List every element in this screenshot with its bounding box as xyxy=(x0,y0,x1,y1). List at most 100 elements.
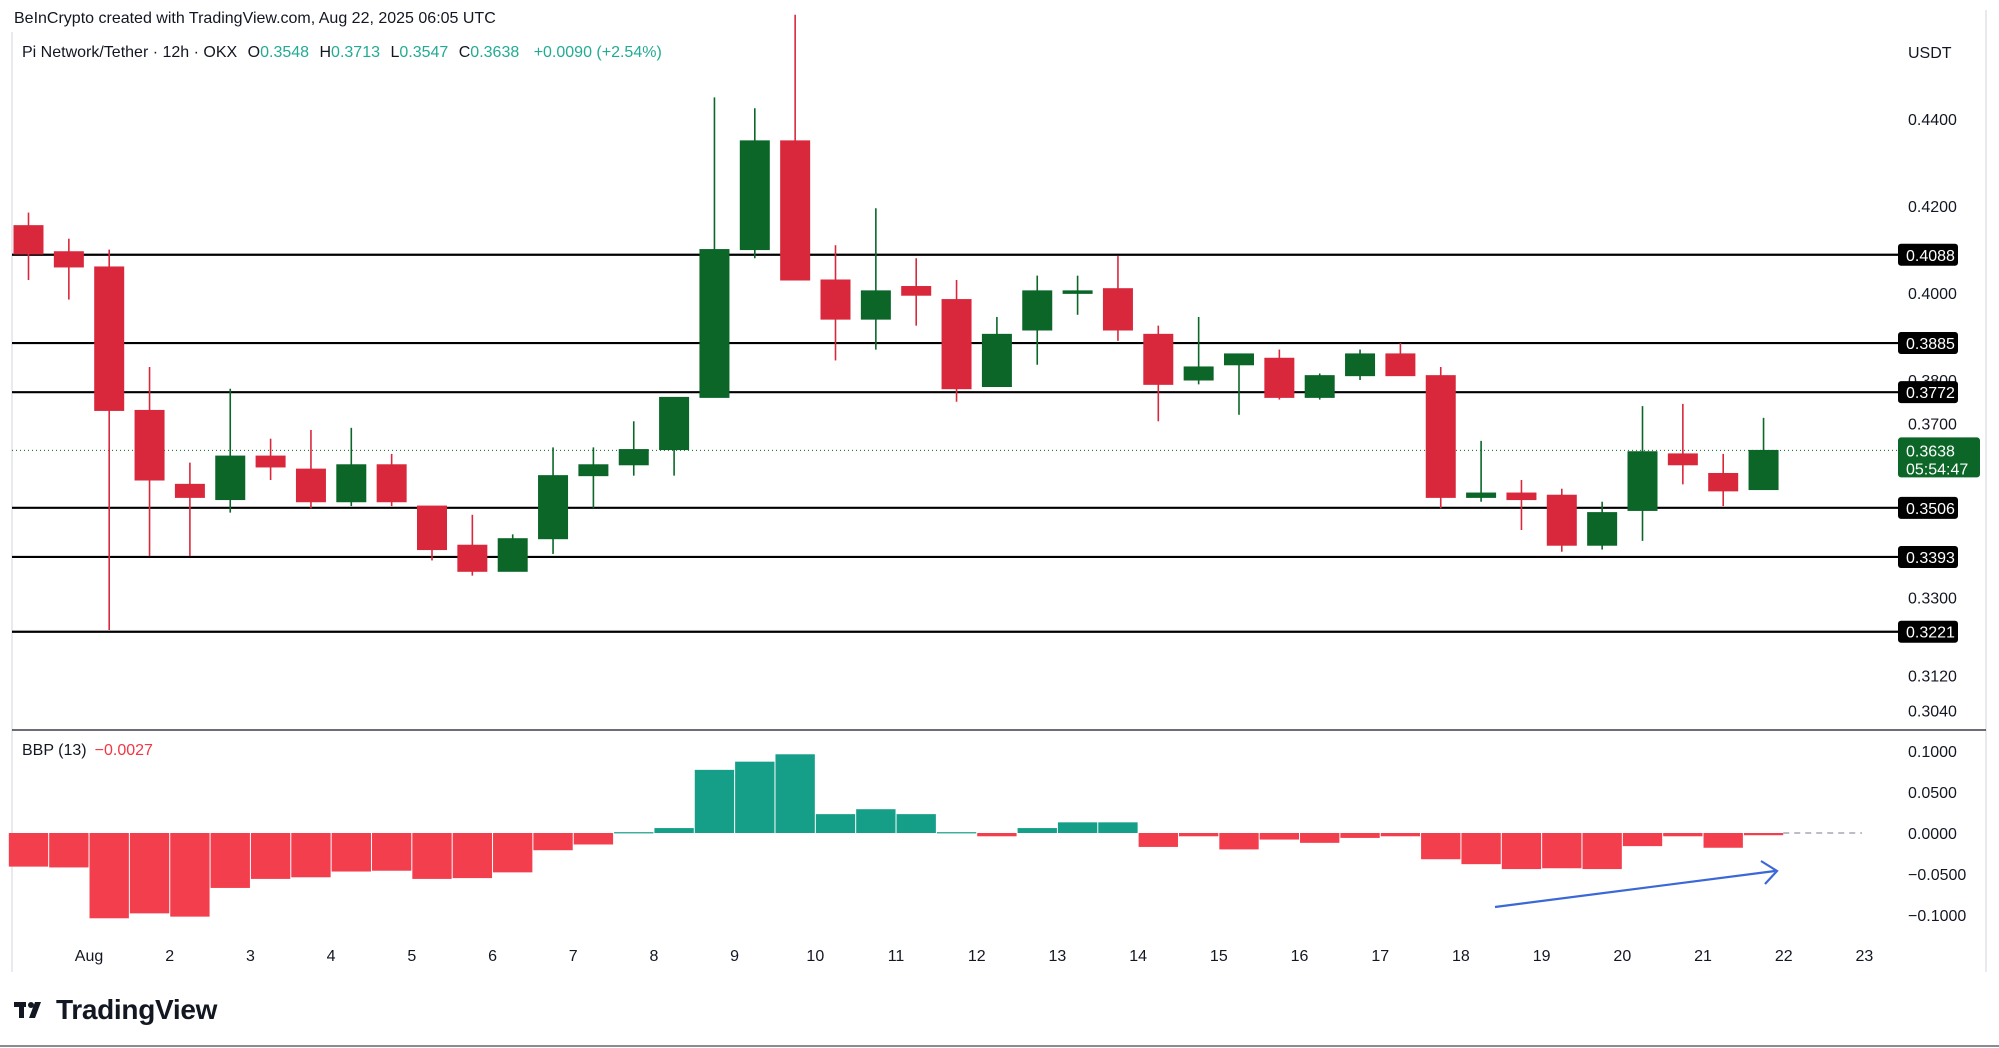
candle-body xyxy=(1627,451,1658,511)
open-value: 0.3548 xyxy=(260,44,310,61)
price-axis-tick: 0.3300 xyxy=(1908,590,1957,607)
tradingview-logo-icon xyxy=(14,1002,41,1018)
candle-body xyxy=(820,279,851,320)
bbp-bar xyxy=(1622,833,1663,847)
price-axis-tick: 0.4200 xyxy=(1908,199,1957,216)
x-axis-tick: 14 xyxy=(1129,948,1147,965)
bbp-bar xyxy=(1582,833,1622,870)
level-label: 0.4088 xyxy=(1906,248,1955,265)
candle-body xyxy=(336,464,367,503)
x-axis-tick: 23 xyxy=(1856,948,1874,965)
candle-body xyxy=(578,464,609,477)
candle-body xyxy=(538,475,569,540)
x-axis-tick: 3 xyxy=(246,948,255,965)
price-axis-tick: 0.4000 xyxy=(1908,286,1957,303)
x-axis-tick: 15 xyxy=(1210,948,1228,965)
level-label: 0.3506 xyxy=(1906,501,1955,518)
level-label-bg xyxy=(1898,620,1958,643)
candle-body xyxy=(941,299,972,390)
bbp-bar xyxy=(1138,833,1178,847)
bbp-legend: BBP (13) −0.0027 xyxy=(22,742,153,760)
bbp-bar xyxy=(694,769,735,833)
candle-body xyxy=(1425,375,1456,498)
bbp-bar xyxy=(493,833,533,873)
candle-body xyxy=(1224,353,1254,366)
bbp-value: −0.0027 xyxy=(94,742,153,759)
last-price-label-bg xyxy=(1898,437,1980,478)
x-axis-tick: 7 xyxy=(569,948,578,965)
bbp-bar xyxy=(129,833,170,914)
bbp-bar xyxy=(1098,822,1138,833)
bbp-trend-arrowhead xyxy=(1760,860,1779,885)
candle-body xyxy=(1708,472,1739,492)
x-axis-tick: 9 xyxy=(730,948,739,965)
candle-body xyxy=(1304,375,1335,398)
bbp-bar xyxy=(1542,833,1582,869)
tradingview-logo: TradingView xyxy=(14,994,217,1026)
bbp-axis-tick: 0.1000 xyxy=(1908,744,1957,761)
bbp-bar xyxy=(977,833,1017,837)
price-axis-tick: 0.3120 xyxy=(1908,669,1957,686)
bbp-bar xyxy=(1057,822,1098,833)
x-axis-tick: 6 xyxy=(488,948,497,965)
candle-body xyxy=(497,538,528,572)
high-value: 0.3713 xyxy=(331,44,380,61)
bbp-bar xyxy=(1017,828,1057,833)
bbp-bar xyxy=(896,814,936,833)
candle-body xyxy=(417,505,447,551)
x-axis-tick: 17 xyxy=(1371,948,1389,965)
candle-body xyxy=(1102,288,1133,331)
candle-body xyxy=(739,140,770,251)
level-label: 0.3221 xyxy=(1906,625,1955,642)
last-price-timer: 05:54:47 xyxy=(1906,461,1968,478)
bbp-bar xyxy=(654,828,694,833)
candle-body xyxy=(376,464,407,503)
level-label: 0.3885 xyxy=(1906,336,1955,353)
bbp-bar xyxy=(775,754,815,833)
x-axis-tick: 22 xyxy=(1775,948,1793,965)
bbp-axis-tick: 0.0000 xyxy=(1908,826,1957,843)
bbp-bar xyxy=(815,814,856,833)
candle-body xyxy=(53,251,84,268)
bbp-bar xyxy=(1300,833,1340,843)
x-axis-tick: 11 xyxy=(888,948,905,965)
bbp-bar xyxy=(573,833,614,845)
candle-body xyxy=(1748,449,1779,491)
high-label: H xyxy=(319,44,332,61)
bbp-name: BBP (13) xyxy=(22,742,87,759)
bbp-axis-tick: −0.0500 xyxy=(1908,867,1966,884)
bbp-trend-arrow xyxy=(1494,869,1776,909)
bbp-bar xyxy=(1178,833,1219,837)
bbp-bar xyxy=(49,833,89,868)
last-price-value: 0.3638 xyxy=(1906,443,1955,460)
level-label-bg xyxy=(1898,381,1958,404)
bbp-bar xyxy=(1219,833,1259,850)
bbp-bar xyxy=(1461,833,1501,865)
candle-body xyxy=(255,455,286,468)
low-value: 0.3547 xyxy=(399,44,449,61)
bbp-bar xyxy=(1501,833,1542,870)
candle-body xyxy=(901,286,932,296)
x-axis-tick: 12 xyxy=(968,948,986,965)
change-value: +0.0090 (+2.54%) xyxy=(533,44,662,61)
bbp-bar xyxy=(1743,833,1784,836)
bbp-axis-tick: 0.0500 xyxy=(1908,785,1957,802)
x-axis-tick: 18 xyxy=(1452,948,1470,965)
bbp-bar xyxy=(452,833,493,879)
bbp-bar xyxy=(1421,833,1461,860)
level-label-bg xyxy=(1898,332,1958,355)
low-label: L xyxy=(390,44,400,61)
level-label-bg xyxy=(1898,496,1958,519)
candle-body xyxy=(1667,453,1698,466)
bbp-bar xyxy=(533,833,573,851)
candle-body xyxy=(215,455,246,501)
bbp-bar xyxy=(1340,833,1380,838)
bbp-bar xyxy=(371,833,412,871)
x-axis-tick: Aug xyxy=(75,948,103,965)
candle-body xyxy=(699,249,730,398)
bbp-bar xyxy=(250,833,291,879)
x-axis-tick: 21 xyxy=(1694,948,1712,965)
x-axis-tick: 13 xyxy=(1049,948,1067,965)
candle-body xyxy=(1506,492,1537,501)
